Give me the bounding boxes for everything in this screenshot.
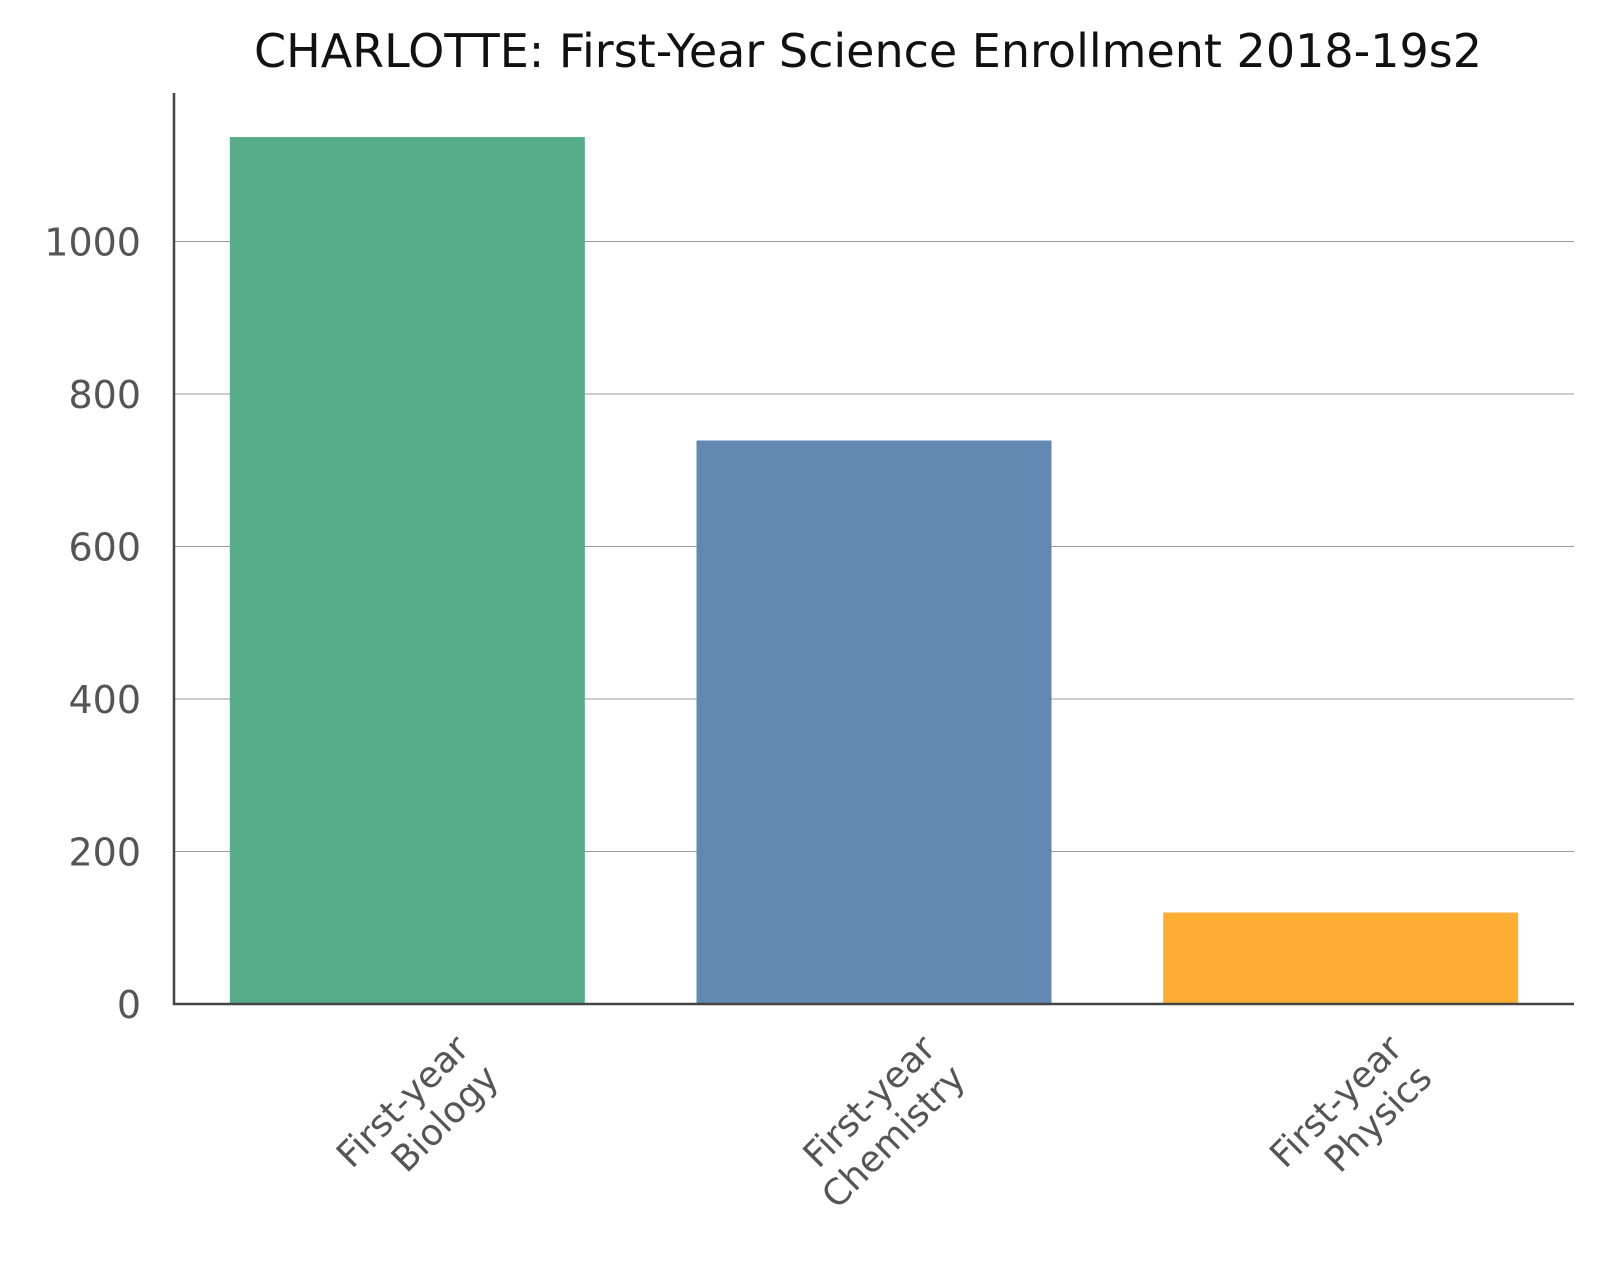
y-tick-label: 0 (117, 983, 141, 1027)
y-tick-labels: 0 200 400 600 800 1000 (44, 221, 141, 1028)
axis-layer (172, 93, 1574, 1006)
chart-title: CHARLOTTE: First-Year Science Enrollment… (254, 24, 1482, 78)
y-tick-label: 600 (68, 526, 141, 570)
bar (229, 137, 585, 1005)
y-tick-label: 800 (68, 373, 141, 417)
bar (1163, 912, 1519, 1004)
y-tick-label: 1000 (44, 221, 141, 265)
y-tick-label: 400 (68, 678, 141, 722)
y-tick-label: 200 (68, 831, 141, 875)
bar (696, 440, 1052, 1004)
bar-layer (229, 137, 1519, 1005)
